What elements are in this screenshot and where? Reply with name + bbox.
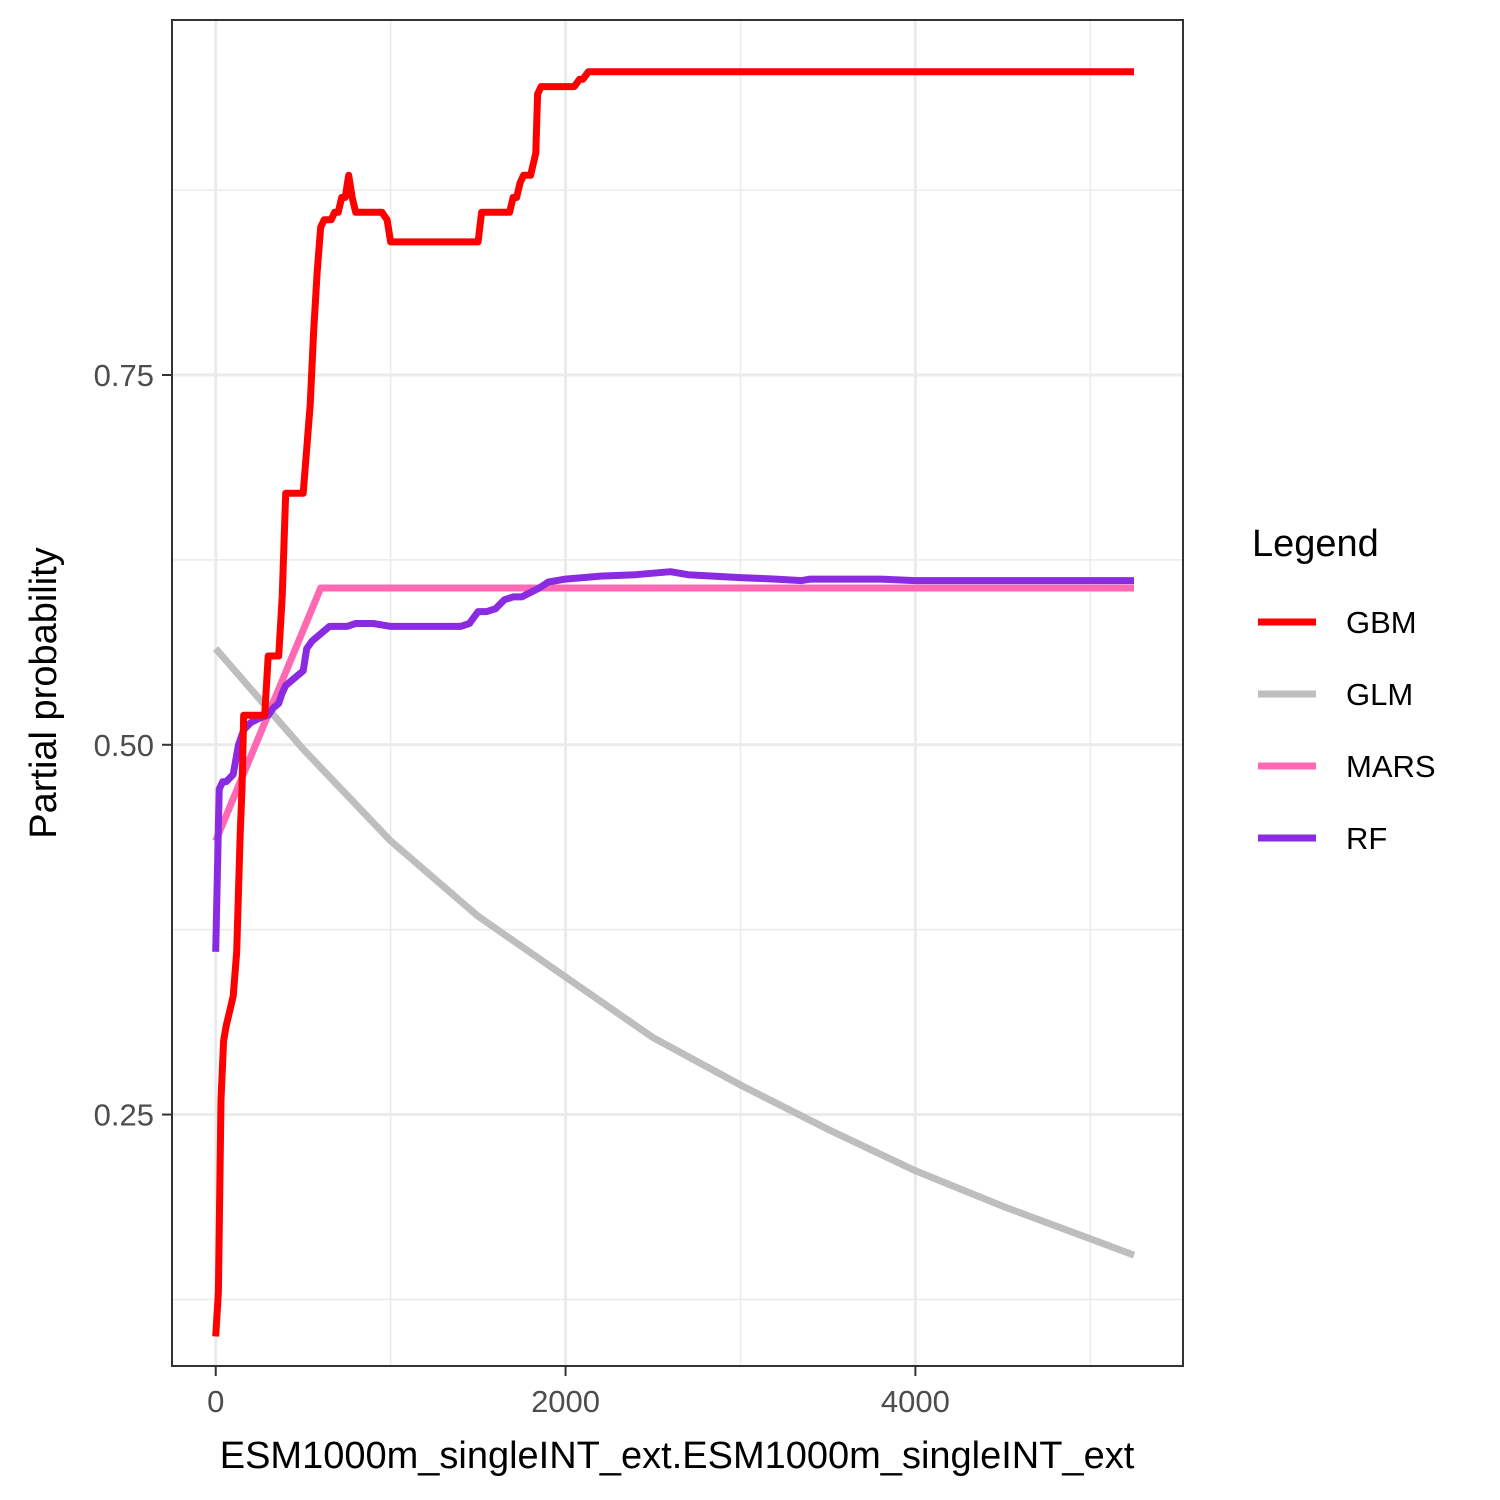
plot-background (172, 20, 1183, 1366)
x-axis-title: ESM1000m_singleINT_ext.ESM1000m_singleIN… (220, 1435, 1135, 1477)
legend-label-glm: GLM (1346, 677, 1413, 712)
legend-label-gbm: GBM (1346, 605, 1417, 640)
y-tick-label: 0.50 (94, 728, 154, 763)
x-tick-label: 4000 (881, 1384, 950, 1419)
y-tick-label: 0.75 (94, 358, 154, 393)
legend-label-rf: RF (1346, 821, 1387, 856)
series-layer (212, 68, 1136, 1337)
x-tick-label: 2000 (531, 1384, 600, 1419)
y-axis-title: Partial probability (23, 547, 65, 838)
x-tick-label: 0 (207, 1384, 224, 1419)
plot-border (171, 19, 1184, 1367)
y-axis: 0.25 0.50 0.75 (94, 358, 172, 1133)
legend-items: GBM GLM MARS RF (1258, 605, 1436, 856)
series-line-mars (212, 584, 1134, 843)
legend-title: Legend (1252, 523, 1379, 565)
x-axis: 0 2000 4000 (207, 1366, 950, 1419)
series-line-gbm (212, 68, 1134, 1337)
series-line-glm (213, 646, 1136, 1259)
major-gridlines (172, 20, 1183, 1366)
legend-label-mars: MARS (1346, 749, 1436, 784)
legend: Legend GBM GLM MARS RF (1252, 523, 1436, 856)
y-tick-label: 0.25 (94, 1098, 154, 1133)
